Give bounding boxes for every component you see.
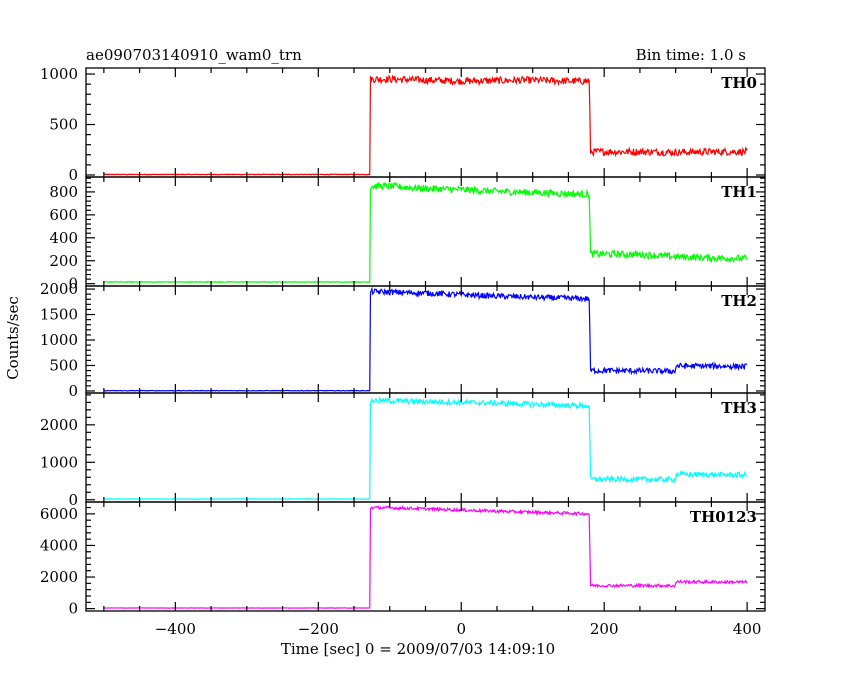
x-tick-label: −400 <box>155 620 196 638</box>
x-tick-label: −200 <box>298 620 339 638</box>
y-tick-label: 500 <box>49 116 78 134</box>
y-tick-label: 2000 <box>40 416 78 434</box>
y-tick-label: 1000 <box>40 65 78 83</box>
series-line-th0 <box>103 74 748 176</box>
series-line-th1 <box>103 181 748 284</box>
y-tick-label: 2000 <box>40 568 78 586</box>
y-tick-label: 0 <box>68 382 78 400</box>
x-tick-label: 0 <box>456 620 466 638</box>
series-line-th3 <box>103 395 748 500</box>
panel-frame <box>85 392 766 503</box>
y-tick-label: 1500 <box>40 306 78 324</box>
y-tick-label: 0 <box>68 491 78 509</box>
panel-th0: 0 500 1000 TH0 <box>40 65 766 184</box>
y-tick-label: 0 <box>68 166 78 184</box>
series-line-th2 <box>103 286 748 392</box>
y-tick-label: 600 <box>49 206 78 224</box>
panels-group: 0 500 1000 TH0 0 200 400 600 800 TH1 0 500 1000 1500 2… <box>40 65 766 638</box>
panel-th1: 0 200 400 600 800 TH1 <box>49 176 766 293</box>
y-tick-label: 2000 <box>40 280 78 298</box>
bin-time-label: Bin time: 1.0 s <box>636 46 746 64</box>
panel-frame <box>85 67 766 178</box>
panel-frame <box>85 285 766 394</box>
y-tick-label: 1000 <box>40 453 78 471</box>
panel-label-th0: TH0 <box>721 74 757 92</box>
y-tick-label: 800 <box>49 183 78 201</box>
x-axis-label: Time [sec] 0 = 2009/07/03 14:09:10 <box>281 640 555 658</box>
y-tick-label: 6000 <box>40 505 78 523</box>
panel-th2: 0 500 1000 1500 2000 TH2 <box>40 280 766 400</box>
y-axis-label: Counts/sec <box>4 296 22 380</box>
y-tick-label: 0 <box>68 600 78 618</box>
y-tick-label: 400 <box>49 229 78 247</box>
panel-th0123: 0 2000 4000 6000 TH0123 <box>40 501 766 618</box>
panel-label-th0123: TH0123 <box>690 508 757 526</box>
y-tick-label: 200 <box>49 252 78 270</box>
chart-title: ae090703140910_wam0_trn <box>86 46 302 64</box>
panel-label-th2: TH2 <box>721 292 757 310</box>
x-tick-label: 200 <box>590 620 619 638</box>
y-tick-label: 0 <box>68 275 78 293</box>
panel-label-th3: TH3 <box>721 399 757 417</box>
panel-label-th1: TH1 <box>721 183 757 201</box>
panel-frame <box>85 501 766 612</box>
panel-frame <box>85 176 766 287</box>
x-tick-label: 400 <box>733 620 762 638</box>
y-tick-label: 4000 <box>40 536 78 554</box>
y-tick-label: 500 <box>49 356 78 374</box>
series-line-th0123 <box>103 505 748 609</box>
panel-th3: 0 1000 2000 TH3 <box>40 392 766 509</box>
y-tick-label: 1000 <box>40 331 78 349</box>
